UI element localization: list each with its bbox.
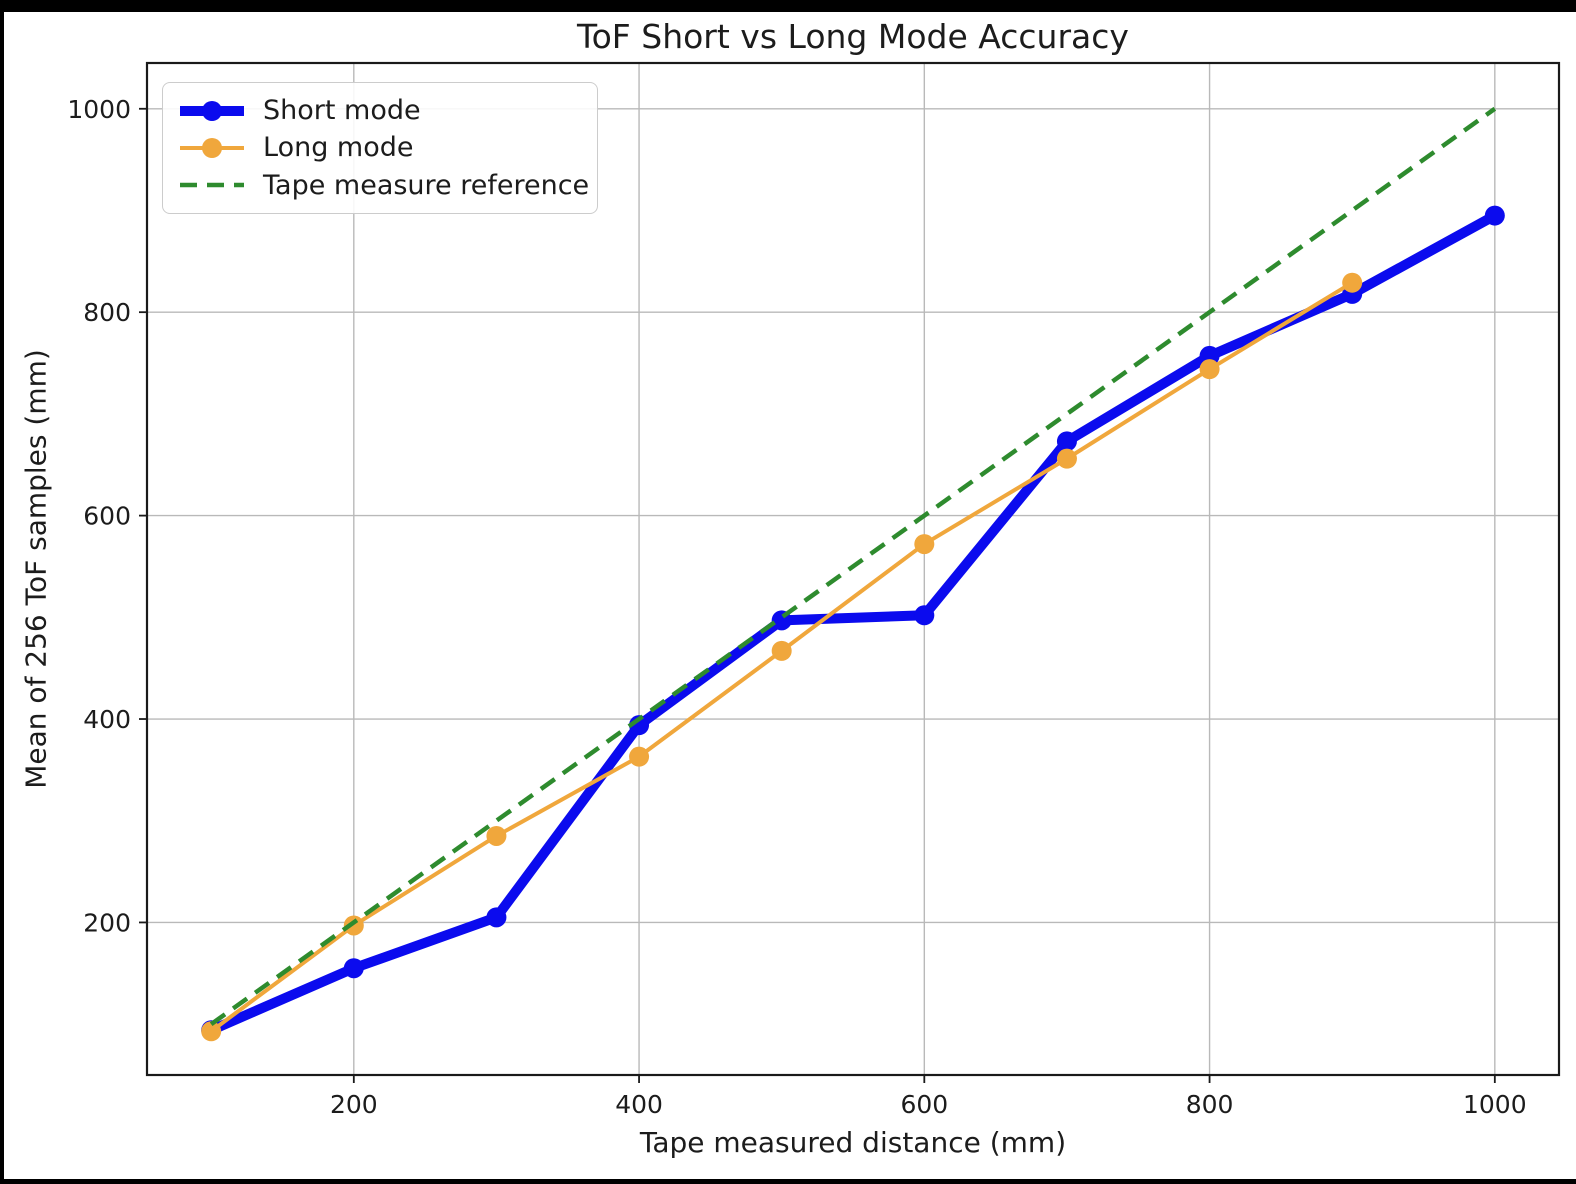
- short-mode-marker: [1484, 205, 1505, 226]
- x-tick-label: 1000: [1463, 1090, 1527, 1119]
- x-tick-label: 400: [615, 1090, 663, 1119]
- short-mode-line-swatch-icon: [180, 100, 244, 121]
- long-mode-marker: [486, 825, 507, 846]
- short-mode-marker: [1056, 431, 1077, 452]
- letterbox-top-bar: [0, 0, 1576, 12]
- y-tick-label: 800: [83, 298, 131, 327]
- legend-item-reference: Tape measure reference: [177, 167, 589, 204]
- x-tick-label: 200: [330, 1090, 378, 1119]
- short-mode-marker: [343, 958, 364, 979]
- long-mode-marker: [1199, 359, 1220, 380]
- long-mode-marker: [1056, 448, 1077, 469]
- legend-label-short-mode: Short mode: [263, 95, 421, 127]
- letterbox-left-bar: [0, 0, 4, 1184]
- legend-item-long-mode: Long mode: [177, 129, 579, 166]
- x-tick-label: 600: [900, 1090, 948, 1119]
- legend: Short mode Long mode Tape measure refere…: [162, 82, 598, 214]
- chart-title: ToF Short vs Long Mode Accuracy: [577, 17, 1129, 56]
- long-mode-marker: [914, 534, 935, 555]
- legend-label-reference: Tape measure reference: [263, 169, 590, 201]
- plot-border: [145, 61, 1561, 1077]
- y-tick-label: 1000: [67, 95, 131, 124]
- y-axis-label: Mean of 256 ToF samples (mm): [19, 349, 53, 789]
- long-mode-marker: [201, 1021, 222, 1042]
- dashed-line-swatch-icon: [180, 183, 244, 188]
- tape-measure-reference-line: [209, 106, 1497, 1026]
- x-tick-label: 800: [1186, 1090, 1234, 1119]
- legend-item-short-mode: Short mode: [177, 92, 579, 129]
- long-mode-marker: [629, 746, 650, 767]
- y-tick-label: 200: [83, 908, 131, 937]
- long-mode-marker: [771, 640, 792, 661]
- letterbox-bottom-bar: [0, 1179, 1576, 1184]
- legend-label-long-mode: Long mode: [263, 132, 414, 164]
- y-tick-label: 400: [83, 705, 131, 734]
- long-mode-line-swatch-icon: [180, 137, 244, 158]
- long-mode-marker: [343, 915, 364, 936]
- short-mode-marker: [914, 605, 935, 626]
- short-mode-line: [206, 210, 1500, 1036]
- x-axis-label: Tape measured distance (mm): [639, 1126, 1067, 1159]
- short-mode-marker: [486, 907, 507, 928]
- long-mode-marker: [1342, 272, 1363, 293]
- y-tick-label: 600: [83, 502, 131, 531]
